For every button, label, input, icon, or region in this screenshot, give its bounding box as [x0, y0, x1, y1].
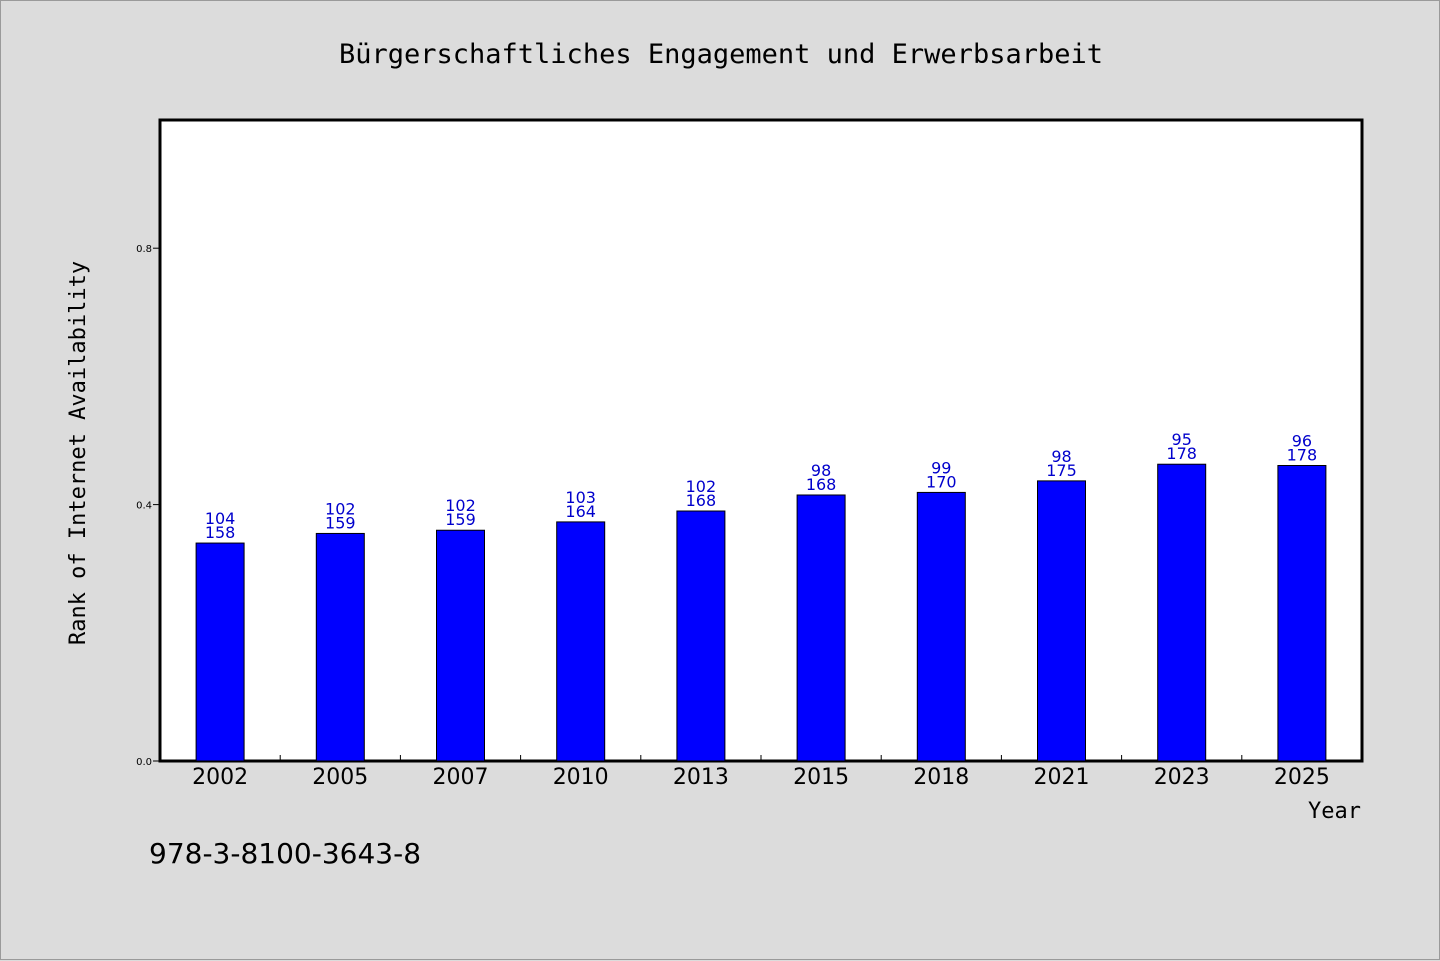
bar-label-top: 102 — [325, 499, 356, 518]
chart-title: Bürgerschaftliches Engagement und Erwerb… — [339, 39, 1103, 70]
bar-label-top: 98 — [811, 461, 831, 480]
x-tick-label: 2025 — [1274, 765, 1330, 790]
bar — [436, 529, 485, 762]
bar — [315, 532, 365, 762]
bar-label-bottom: 178 — [1166, 444, 1197, 463]
bar-label-top: 102 — [686, 477, 717, 496]
bar — [556, 521, 606, 762]
bars-group — [195, 463, 1327, 762]
x-axis: 2002 2005 2007 2010 2013 2015 2018 2021 2023 2025 — [192, 755, 1330, 790]
bar-label-bottom: 178 — [1287, 445, 1318, 464]
isbn-text: 978-3-8100-3643-8 — [149, 837, 421, 870]
x-tick-label: 2013 — [673, 765, 729, 790]
bar — [1277, 464, 1327, 762]
x-tick-label: 2010 — [553, 765, 609, 790]
bar-label-top: 95 — [1172, 430, 1192, 449]
bar-label-top: 96 — [1292, 431, 1312, 450]
bar-label-top: 98 — [1051, 447, 1071, 466]
bar-label-bottom: 158 — [205, 523, 236, 542]
x-tick-label: 2002 — [192, 765, 248, 790]
bar — [916, 491, 966, 762]
y-axis-label: Rank of Internet Availability — [66, 261, 91, 645]
bar — [1037, 480, 1086, 762]
bar-label-top: 103 — [565, 488, 596, 507]
bar-label-bottom: 170 — [926, 472, 957, 491]
bar-label-top: 99 — [931, 458, 951, 477]
x-tick-label: 2021 — [1034, 765, 1090, 790]
bar-label-bottom: 168 — [686, 491, 717, 510]
x-tick-label: 2018 — [913, 765, 969, 790]
bar — [676, 510, 726, 762]
x-tick-label: 2007 — [433, 765, 489, 790]
x-tick-label: 2015 — [793, 765, 849, 790]
bar-label-bottom: 164 — [565, 502, 596, 521]
bar-label-bottom: 159 — [445, 510, 476, 529]
bar-label-bottom: 168 — [806, 475, 837, 494]
y-tick-label: 0.0 — [136, 757, 152, 768]
y-tick-label: 0.4 — [136, 501, 152, 512]
bar-label-bottom: 159 — [325, 513, 356, 532]
y-axis: 0.0 0.4 0.8 — [136, 244, 160, 768]
x-tick-label: 2005 — [312, 765, 368, 790]
bar-labels-group: 1041581021591021591031641021689816899170… — [205, 430, 1317, 542]
bar-label-bottom: 175 — [1046, 461, 1077, 480]
bar — [1157, 463, 1207, 762]
x-tick-label: 2023 — [1154, 765, 1210, 790]
y-tick-label: 0.8 — [136, 244, 152, 255]
bar — [796, 494, 846, 762]
bar — [195, 542, 245, 762]
bar-label-top: 104 — [205, 509, 236, 528]
bar-label-top: 102 — [445, 496, 476, 515]
x-axis-label: Year — [1308, 799, 1361, 824]
